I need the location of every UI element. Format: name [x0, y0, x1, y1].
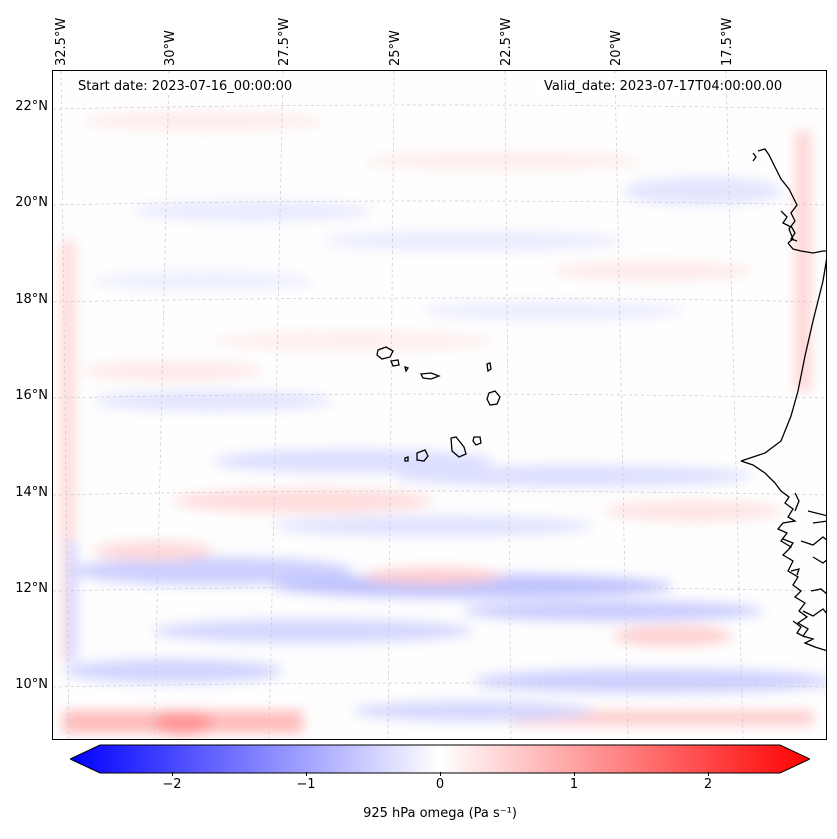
colorbar-tick-mark: [574, 772, 575, 776]
colorbar-tick-label: 1: [569, 777, 579, 792]
colorbar-tick-mark: [440, 772, 441, 776]
valid-date-label: Valid_date: 2023-07-17T04:00:00.00: [540, 78, 787, 95]
lat-label-16n: 16°N: [15, 388, 48, 403]
omega-field-map: [53, 71, 826, 739]
map-gridlines: [53, 71, 826, 739]
colorbar-gradient: [68, 744, 812, 774]
colorbar-tick-label: −2: [162, 777, 182, 792]
omega-field-shading: [61, 111, 826, 735]
lon-label-22-5w: 22.5°W: [499, 17, 514, 66]
lat-label-18n: 18°N: [15, 292, 48, 307]
lat-label-22n: 22°N: [15, 99, 48, 114]
start-date-label: Start date: 2023-07-16_00:00:00: [74, 78, 297, 95]
lat-label-10n: 10°N: [15, 677, 48, 692]
colorbar-tick-label: 0: [435, 777, 445, 792]
lon-label-25w: 25°W: [388, 30, 403, 66]
lat-label-20n: 20°N: [15, 195, 48, 210]
lon-label-27-5w: 27.5°W: [277, 17, 292, 66]
lon-label-17-5w: 17.5°W: [720, 17, 735, 66]
west-africa-coastline: [740, 148, 826, 652]
colorbar-label: 925 hPa omega (Pa s⁻¹): [363, 806, 517, 821]
lon-label-30w: 30°W: [163, 30, 178, 66]
cape-verde-islands: [376, 346, 501, 462]
colorbar: [68, 744, 812, 774]
lat-label-12n: 12°N: [15, 581, 48, 596]
colorbar-tick-label: 2: [703, 777, 713, 792]
lon-label-20w: 20°W: [609, 30, 624, 66]
colorbar-tick-mark: [172, 772, 173, 776]
colorbar-tick-mark: [306, 772, 307, 776]
lat-label-14n: 14°N: [15, 485, 48, 500]
colorbar-tick-label: −1: [296, 777, 316, 792]
map-panel: [52, 70, 827, 740]
lon-label-32-5w: 32.5°W: [54, 17, 69, 66]
colorbar-tick-mark: [708, 772, 709, 776]
